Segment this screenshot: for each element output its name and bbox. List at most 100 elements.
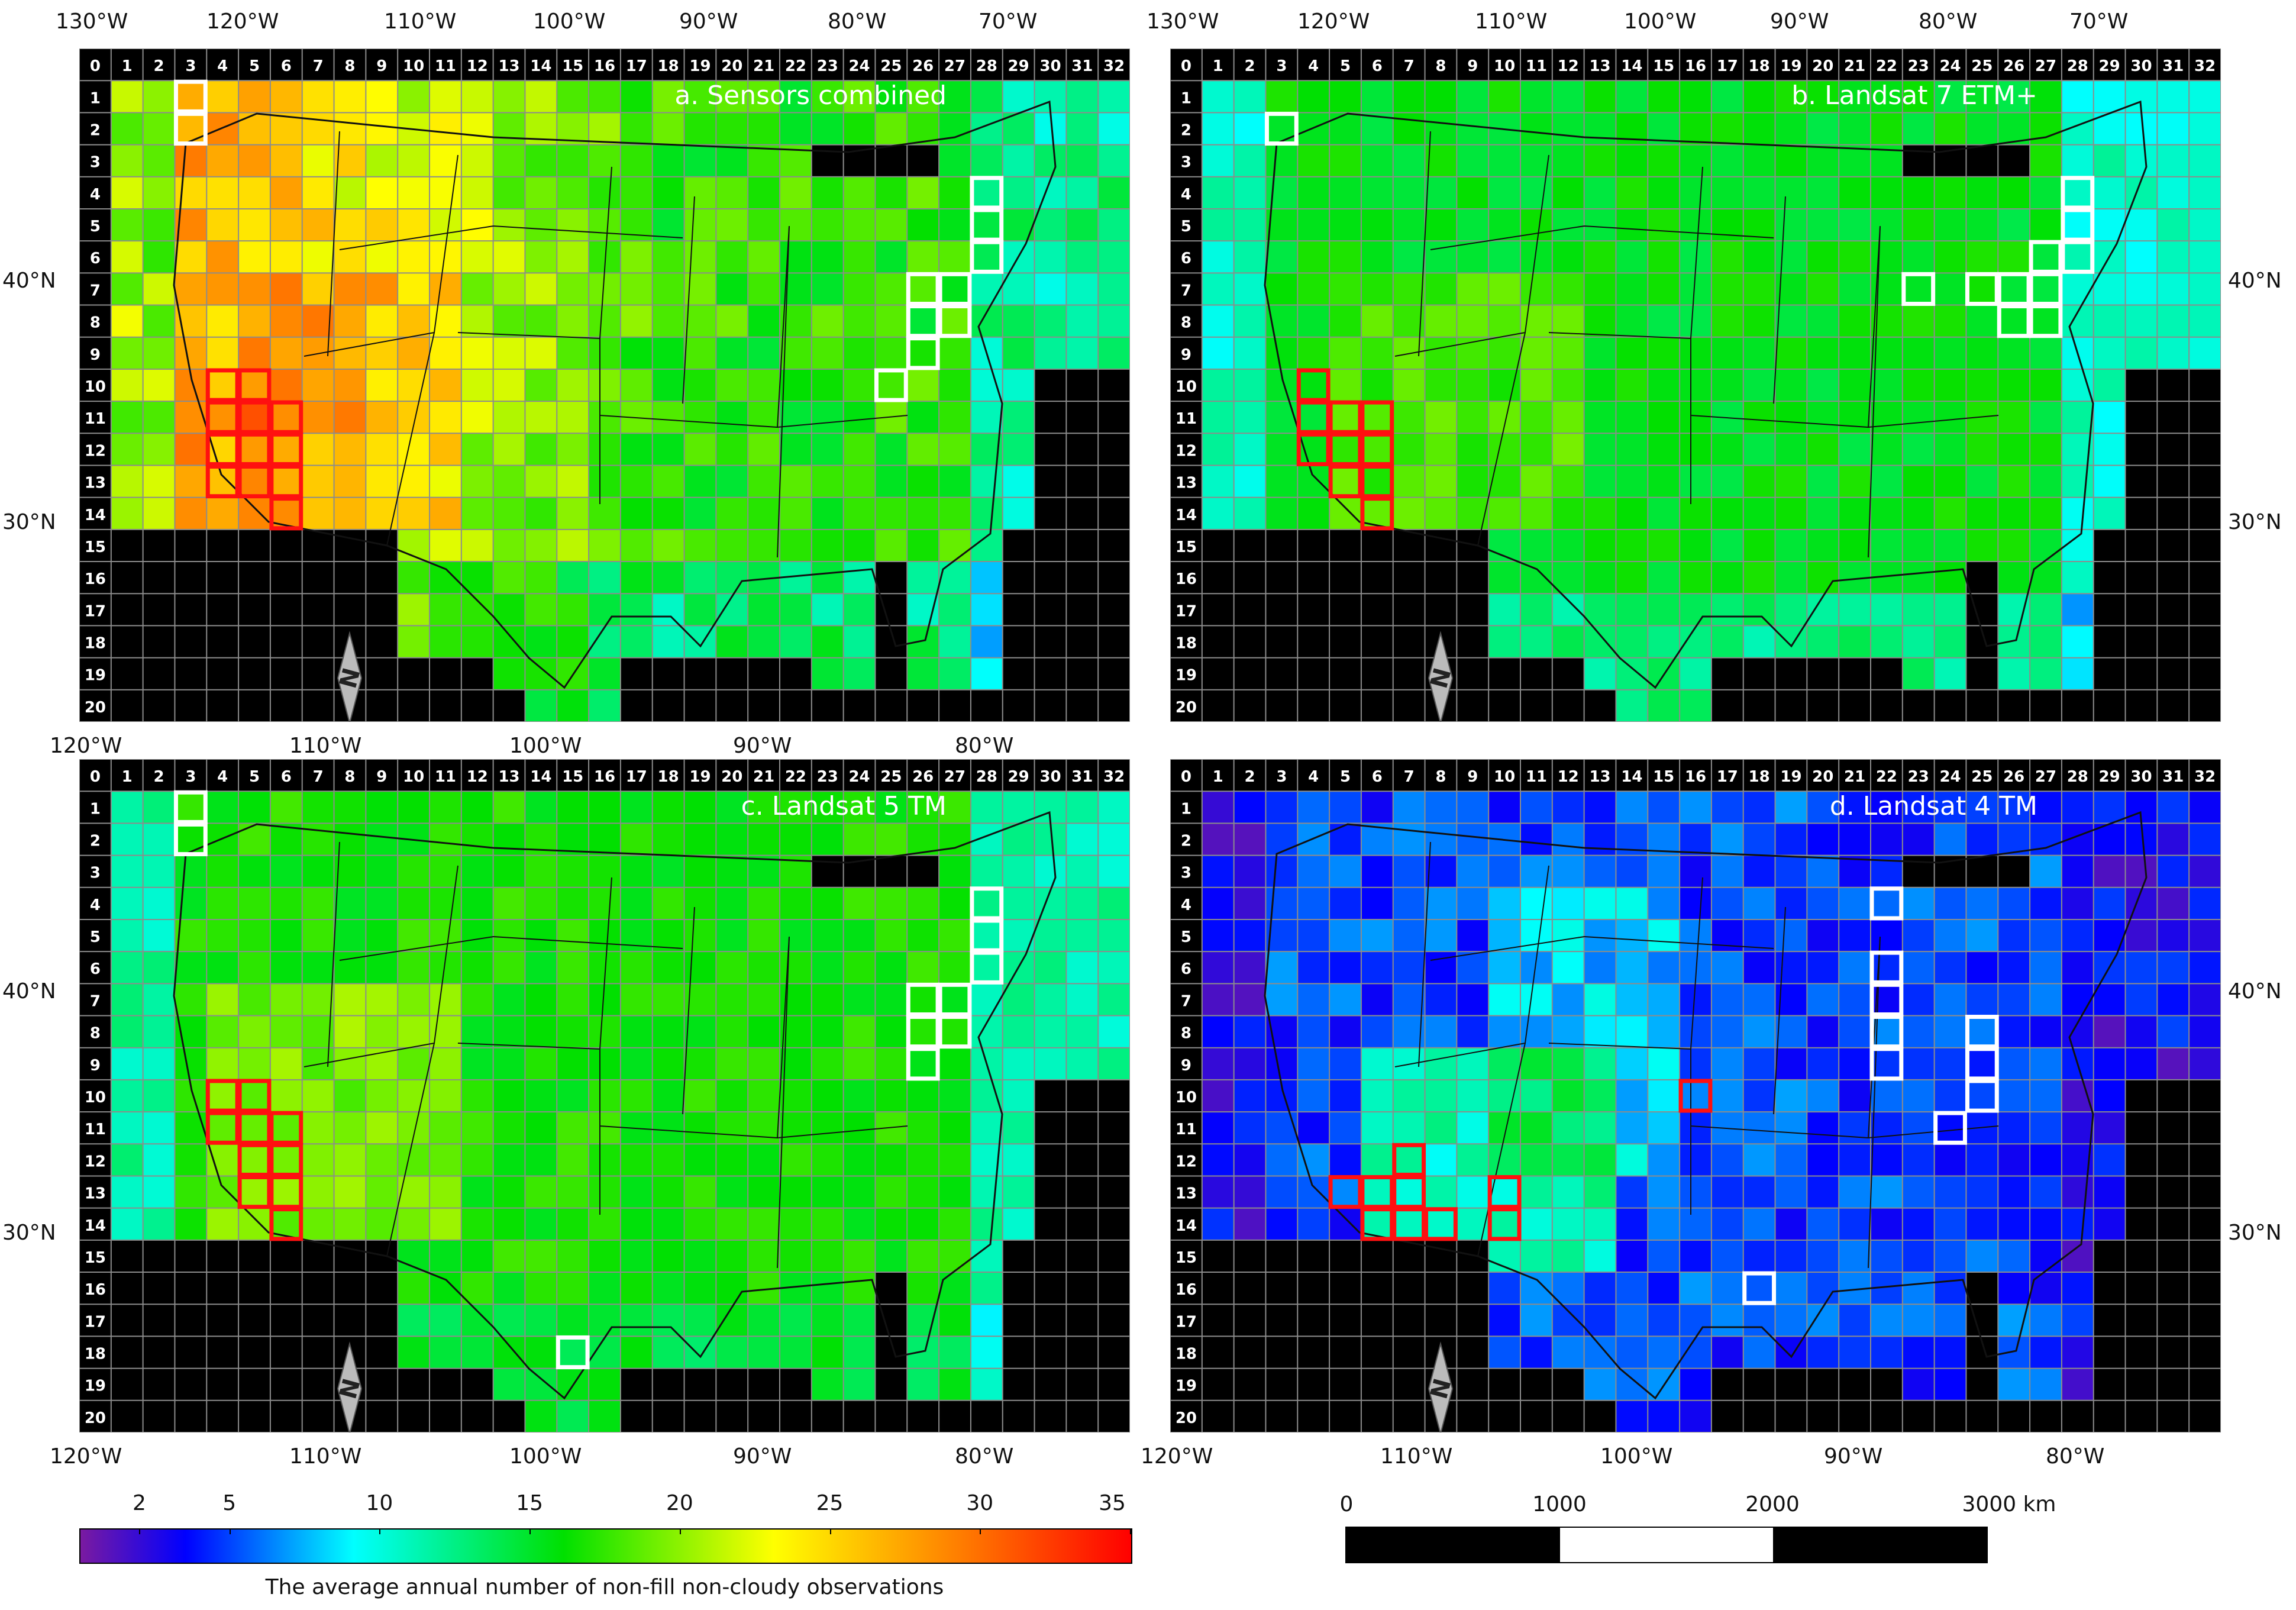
tile-cell: [270, 983, 303, 1017]
tile-cell: [206, 337, 239, 370]
tile-cell: [2125, 951, 2158, 984]
tile-cell: [2125, 273, 2158, 306]
tile-cell: [1297, 337, 1330, 370]
tile-cell: [111, 983, 144, 1017]
tile-cell: [1711, 1240, 1744, 1273]
tile-cell: [652, 1336, 685, 1369]
tile-cell: [334, 337, 366, 370]
tile-cell: [334, 465, 366, 498]
tile-cell: [1488, 80, 1521, 113]
tile-cell: [398, 1208, 430, 1241]
tile-cell: [1743, 887, 1776, 920]
tile-cell: [334, 497, 366, 530]
path-label: 9: [1467, 768, 1478, 786]
tile-cell: [1807, 562, 1839, 594]
path-label: 21: [753, 57, 774, 75]
tile-cell: [1202, 1176, 1235, 1209]
tile-cell: [111, 433, 144, 466]
tile-cell: [620, 112, 653, 146]
tile-cell: [1552, 1015, 1585, 1048]
tile-cell: [2157, 176, 2190, 209]
tile-cell: [1393, 208, 1426, 241]
tile-cell: [1520, 1079, 1553, 1112]
tile-cell: [875, 791, 908, 824]
tile-cell: [1648, 983, 1680, 1017]
tile-cell: [939, 1336, 971, 1369]
tile-cell: [2093, 80, 2126, 113]
tile-cell: [1520, 529, 1553, 562]
tile-cell: [493, 369, 525, 402]
tile-cell: [2061, 497, 2094, 530]
tile-cell: [2157, 919, 2190, 952]
tile-cell: [1711, 951, 1744, 984]
tile-cell: [716, 887, 748, 920]
tile-cell: [1457, 823, 1489, 856]
tile-cell: [1839, 919, 1871, 952]
latitude-label: 40°N: [2228, 269, 2282, 293]
longitude-label: 120°W: [1141, 1444, 1213, 1469]
tile-cell: [493, 593, 525, 626]
tile-cell: [1265, 1176, 1298, 1209]
tile-cell: [2061, 1304, 2094, 1337]
path-label: 7: [1404, 57, 1415, 75]
tile-cell: [907, 401, 939, 434]
tile-cell: [1680, 919, 1712, 952]
path-label: 25: [1971, 57, 1993, 75]
tile-cell: [1361, 983, 1394, 1017]
tile-cell: [143, 337, 175, 370]
tile-cell: [1520, 1047, 1553, 1080]
tile-cell: [1425, 497, 1457, 530]
tile-cell: [398, 919, 430, 952]
tile-cell: [1520, 823, 1553, 856]
colorbar-tick-label: 15: [516, 1491, 544, 1515]
tile-cell: [430, 919, 462, 952]
tile-cell: [525, 1336, 557, 1369]
tile-cell: [1839, 1112, 1871, 1144]
tile-cell: [716, 562, 748, 594]
tile-cell: [939, 919, 971, 952]
tile-cell: [1457, 305, 1489, 338]
tile-cell: [1066, 887, 1099, 920]
highlight-tile-white: [2061, 208, 2095, 242]
tile-cell: [1616, 1047, 1648, 1080]
tile-cell: [334, 1015, 366, 1048]
tile-cell: [1902, 529, 1935, 562]
tile-cell: [1934, 1112, 1966, 1144]
tile-cell: [1361, 919, 1394, 952]
tile-cell: [1488, 791, 1521, 824]
row-label: 10: [1176, 378, 1197, 396]
row-label: 17: [85, 602, 106, 620]
tile-cell: [1393, 1176, 1426, 1209]
tile-cell: [430, 1047, 462, 1080]
tile-cell: [780, 80, 812, 113]
tile-cell: [1680, 1015, 1712, 1048]
tile-cell: [461, 791, 494, 824]
tile-cell: [398, 593, 430, 626]
tile-cell: [1616, 176, 1648, 209]
tile-cell: [716, 241, 748, 273]
tile-cell: [1233, 983, 1266, 1017]
tile-cell: [1488, 144, 1521, 178]
tile-cell: [2093, 144, 2126, 178]
tile-cell: [366, 112, 398, 146]
colorbar-tick-label: 20: [666, 1491, 693, 1515]
tile-cell: [652, 983, 685, 1017]
row-label: 20: [85, 1409, 106, 1427]
tile-cell: [238, 855, 271, 888]
tile-cell: [238, 919, 271, 952]
tile-cell: [1902, 951, 1935, 984]
latitude-label: 30°N: [2228, 510, 2282, 534]
highlight-tile-white: [556, 1335, 590, 1370]
tile-cell: [589, 112, 621, 146]
tile-cell: [1098, 112, 1130, 146]
tile-cell: [1998, 497, 2030, 530]
tile-cell: [334, 80, 366, 113]
tile-cell: [1002, 1176, 1035, 1209]
longitude-label: 80°W: [955, 734, 1014, 758]
tile-cell: [143, 433, 175, 466]
tile-cell: [589, 823, 621, 856]
tile-cell: [270, 855, 303, 888]
tile-cell: [843, 1368, 876, 1401]
tile-cell: [430, 983, 462, 1017]
tile-cell: [175, 1176, 207, 1209]
